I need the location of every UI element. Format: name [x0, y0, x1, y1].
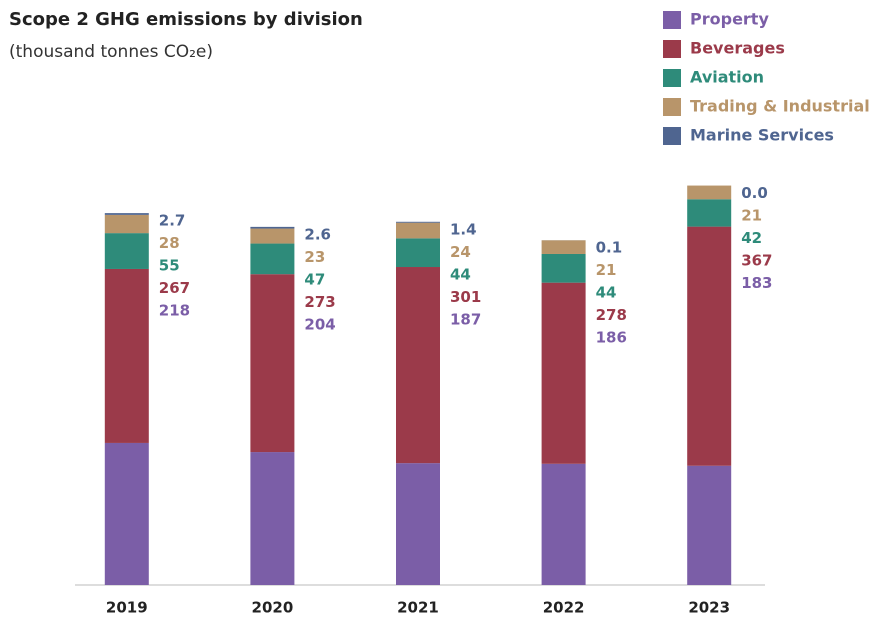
value-label: 273	[304, 293, 335, 311]
legend-swatch	[663, 11, 681, 29]
value-label: 42	[741, 229, 762, 247]
value-label: 2.7	[159, 212, 186, 230]
value-label: 55	[159, 257, 180, 275]
bar-segment	[104, 442, 149, 585]
legend-label: Property	[690, 10, 769, 29]
bar-segment	[250, 452, 295, 585]
bar-segment	[541, 253, 586, 283]
bar-segment	[104, 213, 149, 215]
legend-label: Aviation	[690, 68, 764, 87]
bar-segment	[687, 199, 732, 227]
bar-segment	[250, 243, 295, 275]
value-label: 204	[304, 315, 335, 333]
value-label: 21	[741, 207, 762, 225]
value-label: 28	[159, 234, 180, 252]
value-label: 1.4	[450, 220, 477, 238]
legend-swatch	[663, 98, 681, 116]
value-label: 44	[450, 265, 471, 283]
bar-segment	[104, 268, 149, 443]
value-label: 2.6	[304, 225, 331, 243]
bar-segment	[250, 274, 295, 453]
legend-label: Beverages	[690, 39, 785, 58]
x-tick-label: 2021	[397, 599, 439, 617]
bar-segment	[541, 240, 586, 254]
value-label: 186	[596, 329, 627, 347]
bar-segment	[250, 228, 295, 244]
value-label: 24	[450, 243, 471, 261]
bar-segment	[687, 465, 732, 585]
chart-subtitle: (thousand tonnes CO₂e)	[9, 42, 213, 62]
x-tick-label: 2023	[688, 599, 730, 617]
x-tick-label: 2019	[106, 599, 148, 617]
value-label: 0.0	[741, 184, 768, 202]
legend-swatch	[663, 127, 681, 145]
bar-segment	[396, 267, 440, 464]
value-label: 21	[596, 261, 617, 279]
x-tick-label: 2022	[543, 599, 585, 617]
value-label: 218	[159, 302, 190, 320]
legend-swatch	[663, 69, 681, 87]
value-label: 187	[450, 310, 481, 328]
legend-label: Marine Services	[690, 126, 834, 145]
bar-segment	[104, 233, 149, 269]
legend-swatch	[663, 40, 681, 58]
bar-segment	[104, 214, 149, 234]
value-label: 44	[596, 284, 617, 302]
value-label: 278	[596, 306, 627, 324]
value-label: 47	[304, 270, 325, 288]
bar-segment	[687, 185, 732, 200]
bar-segment	[396, 463, 440, 585]
bar-segment	[396, 221, 440, 223]
value-label: 367	[741, 252, 772, 270]
value-label: 267	[159, 279, 190, 297]
bar-segment	[687, 226, 732, 466]
value-label: 301	[450, 288, 481, 306]
bar-segment	[541, 282, 586, 464]
chart-title: Scope 2 GHG emissions by division	[9, 9, 363, 30]
value-label: 0.1	[596, 239, 623, 257]
x-tick-label: 2020	[252, 599, 294, 617]
value-label: 23	[304, 248, 325, 266]
legend-label: Trading & Industrial	[690, 97, 870, 116]
bar-segment	[396, 238, 440, 268]
bar-segment	[541, 463, 586, 585]
bar-segment	[396, 222, 440, 239]
bar-segment	[250, 226, 295, 229]
value-label: 183	[741, 274, 772, 292]
